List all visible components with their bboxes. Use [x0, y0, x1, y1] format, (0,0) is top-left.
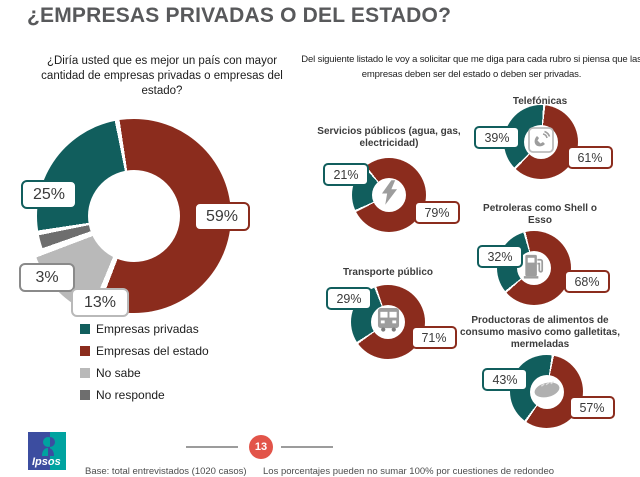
page-number-badge: 13	[249, 435, 273, 459]
callout-petroleras-estado: 68%	[564, 270, 610, 293]
chart-title-productoras-alimentos: Productoras de alimentos de consumo masi…	[459, 315, 621, 350]
chart-title-petroleras: Petroleras como Shell o Esso	[483, 203, 597, 226]
legend-label: No sabe	[96, 366, 141, 380]
callout-value: 61%	[577, 150, 603, 165]
donut-petroleras	[497, 231, 571, 305]
right-panel-intro: Del siguiente listado le voy a solicitar…	[301, 54, 640, 80]
legend-label: Empresas privadas	[96, 322, 199, 336]
bread-loaf-icon	[532, 379, 562, 404]
donut-hole	[524, 125, 558, 159]
chart-title-transporte-publico: Transporte público	[342, 267, 433, 278]
callout-petroleras-privadas: 32%	[477, 245, 523, 268]
callout-empresas-del-estado: 59%	[194, 202, 250, 231]
legend-swatch	[80, 324, 90, 334]
callout-value: 59%	[205, 207, 239, 225]
callout-value: 21%	[333, 167, 359, 182]
callout-value: 29%	[336, 291, 362, 306]
callout-telefonicas-estado: 61%	[567, 146, 613, 169]
callout-value: 13%	[83, 293, 117, 311]
lightning-bolt-icon	[381, 180, 398, 210]
callout-telefonicas-privadas: 39%	[474, 126, 520, 149]
footer-divider-right	[281, 446, 333, 448]
donut-hole	[529, 374, 564, 409]
legend-swatch	[80, 390, 90, 400]
callout-no-sabe: 13%	[71, 288, 129, 317]
footer-divider-left	[186, 446, 238, 448]
donut-hole	[371, 305, 405, 339]
telephone-icon	[528, 126, 554, 158]
legend-item-empresas-privadas: Empresas privadas	[80, 323, 209, 335]
fuel-pump-icon	[523, 252, 545, 284]
callout-value: 25%	[32, 185, 66, 203]
callout-value: 32%	[487, 249, 513, 264]
donut-servicios-publicos	[352, 158, 426, 232]
legend-item-empresas-del-estado: Empresas del estado	[80, 345, 209, 357]
callout-productoras-privadas: 43%	[482, 368, 528, 391]
callout-value: 79%	[424, 205, 450, 220]
base-note: Base: total entrevistados (1020 casos)	[85, 466, 247, 477]
page-title: ¿EMPRESAS PRIVADAS O DEL ESTADO?	[27, 4, 452, 27]
donut-hole	[372, 178, 406, 212]
legend: Empresas privadas Empresas del estado No…	[80, 323, 209, 411]
callout-value: 39%	[484, 130, 510, 145]
callout-servicios-estado: 79%	[414, 201, 460, 224]
callout-productoras-estado: 57%	[569, 396, 615, 419]
legend-label: No responde	[96, 388, 165, 402]
rounding-note: Los porcentajes pueden no sumar 100% por…	[263, 466, 555, 477]
bus-icon	[377, 307, 400, 337]
callout-transporte-privadas: 29%	[326, 287, 372, 310]
callout-value: 71%	[421, 330, 447, 345]
callout-servicios-privadas: 21%	[323, 163, 369, 186]
callout-transporte-estado: 71%	[411, 326, 457, 349]
legend-item-no-responde: No responde	[80, 389, 209, 401]
legend-swatch	[80, 368, 90, 378]
chart-title-telefonicas: Telefónicas	[512, 96, 568, 107]
legend-label: Empresas del estado	[96, 344, 209, 358]
main-chart-question: ¿Diría usted que es mejor un país con ma…	[41, 55, 283, 97]
ipsos-logo-text: Ipsos	[32, 456, 61, 468]
ipsos-logo: Ipsos	[28, 432, 66, 470]
legend-swatch	[80, 346, 90, 356]
callout-value: 3%	[35, 268, 59, 286]
callout-value: 57%	[579, 400, 605, 415]
chart-title-servicios-publicos: Servicios públicos (agua, gas, electrici…	[317, 126, 461, 149]
legend-item-no-sabe: No sabe	[80, 367, 209, 379]
main-donut-hole	[88, 170, 180, 262]
callout-value: 68%	[574, 274, 600, 289]
callout-no-responde: 3%	[19, 263, 75, 292]
callout-empresas-privadas: 25%	[21, 180, 77, 209]
callout-value: 43%	[492, 372, 518, 387]
